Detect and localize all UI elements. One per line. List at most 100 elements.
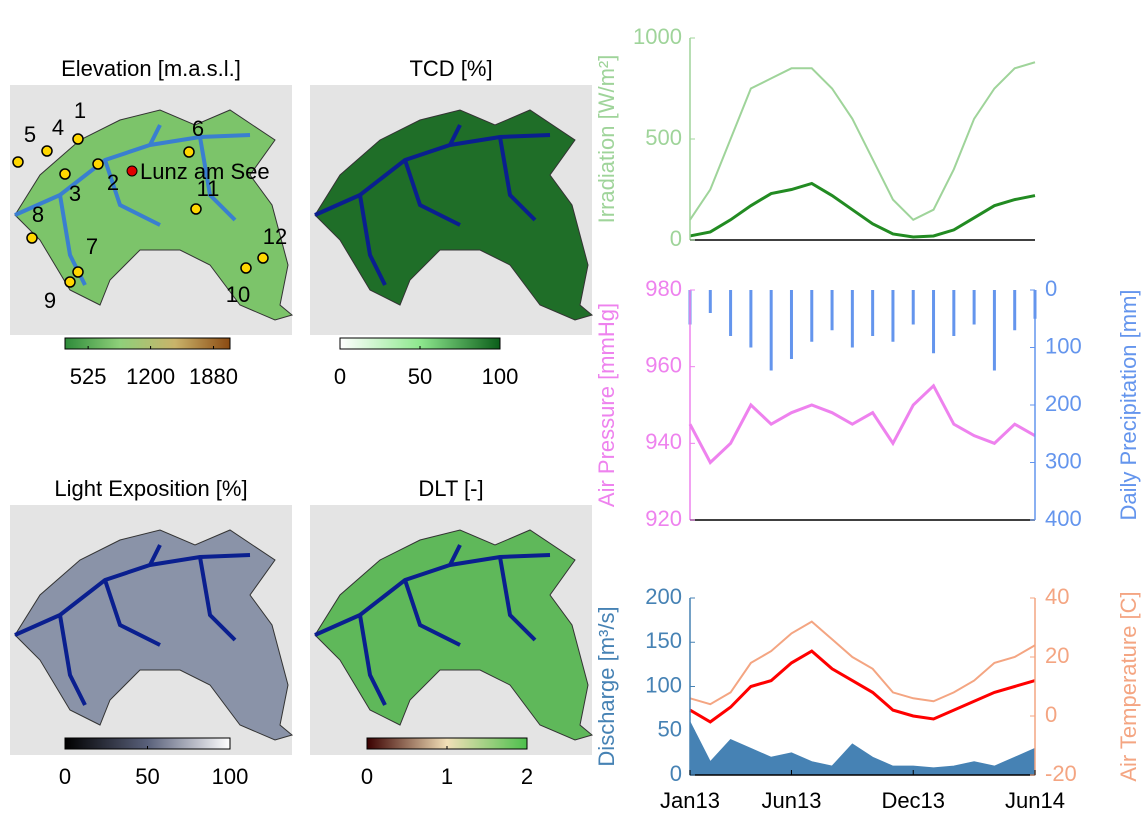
river (103, 159, 161, 227)
site-label: 8 (32, 202, 44, 227)
site-label: 7 (86, 234, 98, 259)
river (198, 556, 237, 642)
river (314, 553, 551, 637)
y-tick-label: 0 (670, 761, 682, 786)
line (688, 383, 1036, 465)
bar (789, 290, 793, 359)
map-region (14, 109, 294, 321)
site-marker (190, 203, 202, 215)
map-title: DLT [-] (418, 476, 483, 501)
river (103, 579, 161, 647)
x-tick-label: Jun13 (761, 788, 821, 813)
site-label: 10 (226, 282, 250, 307)
y-tick-label: 0 (670, 226, 682, 251)
colorbar-tick-label: 525 (70, 364, 107, 389)
river (358, 614, 387, 706)
town-label: Lunz am See (140, 159, 270, 184)
x-tick-label: Jan13 (660, 788, 720, 813)
site-label: 5 (24, 122, 36, 147)
y-tick-label: 500 (645, 125, 682, 150)
site-marker (72, 266, 84, 278)
map-title: Elevation [m.a.s.l.] (61, 56, 241, 81)
map-region (314, 109, 594, 321)
x-tick-label: Dec13 (881, 788, 945, 813)
map-region (14, 529, 294, 741)
site-label: 11 (197, 176, 220, 201)
colorbar-tick-label: 2 (521, 764, 533, 789)
colorbar-tick-label: 1880 (189, 364, 238, 389)
site-label: 4 (52, 115, 64, 140)
bar (708, 290, 712, 313)
colorbar (64, 337, 231, 350)
map-title: TCD [%] (409, 56, 492, 81)
y2-tick-label: 300 (1045, 448, 1082, 473)
bar (850, 290, 854, 348)
site-marker (59, 168, 71, 180)
line (689, 620, 1036, 706)
river (14, 133, 251, 217)
y-axis-label: Air Pressure [mmHg] (594, 303, 619, 507)
river (403, 159, 461, 227)
site-marker (72, 133, 84, 145)
y2-tick-label: 20 (1045, 643, 1069, 668)
map-region (314, 529, 594, 741)
river (148, 124, 162, 146)
site-marker (12, 156, 24, 168)
river (314, 133, 551, 217)
y2-tick-label: 0 (1045, 702, 1057, 727)
river (498, 556, 537, 642)
site-label: 12 (263, 224, 287, 249)
site-marker (240, 262, 252, 274)
river (358, 194, 387, 286)
bar (911, 290, 915, 325)
y2-tick-label: 40 (1045, 584, 1069, 609)
site-marker (257, 252, 269, 264)
bar (769, 290, 773, 371)
river (498, 136, 537, 222)
y-tick-label: 920 (645, 506, 682, 531)
line (689, 61, 1036, 222)
y-tick-label: 980 (645, 276, 682, 301)
site-label: 3 (69, 181, 81, 206)
river (403, 579, 461, 647)
colorbar-tick-label: 1200 (126, 364, 175, 389)
site-label: 1 (74, 98, 86, 123)
y-axis-label: Irradiation [W/m²] (594, 55, 619, 224)
bar (830, 290, 834, 331)
site-label: 9 (44, 288, 56, 313)
bar (871, 290, 875, 336)
site-marker (183, 146, 195, 158)
y2-tick-label: 200 (1045, 391, 1082, 416)
colorbar-tick-label: 0 (59, 764, 71, 789)
river (448, 544, 462, 566)
bar (1013, 290, 1017, 331)
colorbar-tick-label: 100 (212, 764, 249, 789)
bar (952, 290, 956, 336)
colorbar-tick-label: 50 (408, 364, 432, 389)
colorbar-tick-label: 1 (441, 764, 453, 789)
y2-tick-label: 100 (1045, 333, 1082, 358)
colorbar-tick-label: 0 (334, 364, 346, 389)
y2-axis-label: Air Temperature [C] (1116, 591, 1141, 781)
y-tick-label: 960 (645, 352, 682, 377)
colorbar-tick-label: 0 (361, 764, 373, 789)
colorbar-tick-label: 50 (135, 764, 159, 789)
river (58, 614, 87, 706)
bar (891, 290, 895, 342)
x-tick-label: Jun14 (1005, 788, 1065, 813)
site-label: 2 (107, 170, 119, 195)
river (448, 124, 462, 146)
river (198, 136, 237, 222)
y2-axis-label: Daily Precipitation [mm] (1116, 289, 1141, 520)
bar (810, 290, 814, 342)
y-axis-label: Discharge [m³/s] (594, 606, 619, 766)
town-marker (126, 165, 138, 177)
site-marker (41, 145, 53, 157)
y2-tick-label: 0 (1045, 276, 1057, 301)
bar (932, 290, 936, 354)
y-tick-label: 1000 (633, 24, 682, 49)
map-title: Light Exposition [%] (54, 476, 247, 501)
site-label: 6 (192, 116, 204, 141)
y2-tick-label: -20 (1045, 761, 1077, 786)
line (689, 649, 1036, 724)
